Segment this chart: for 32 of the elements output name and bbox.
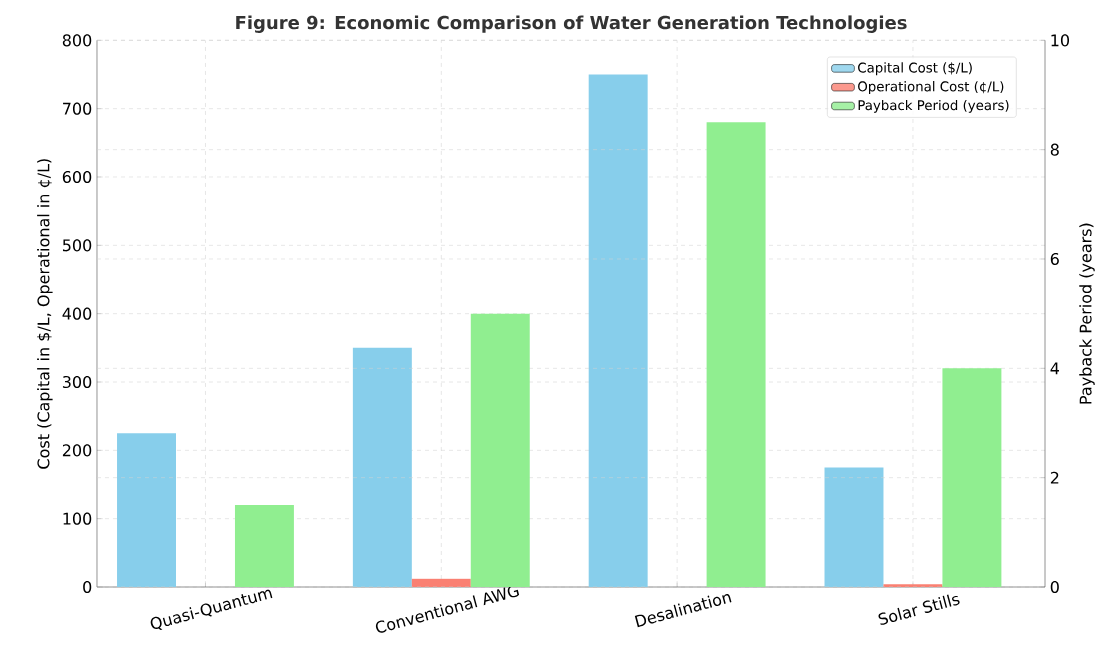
bar	[117, 433, 176, 587]
y-tick-label: 500	[62, 239, 92, 252]
bar	[706, 122, 766, 587]
y-tick-label: 400	[62, 307, 92, 320]
bar	[470, 313, 530, 587]
legend-label: Operational Cost (¢/L)	[858, 81, 1004, 95]
bar	[824, 467, 884, 587]
y-tick-label: 100	[63, 512, 92, 525]
y2-tick-label: 10	[1051, 34, 1070, 47]
bar	[883, 584, 943, 587]
x-tick-label: Solar Stills	[878, 594, 960, 625]
y-tick-label: 600	[62, 170, 92, 184]
y2-tick-label: 2	[1050, 471, 1059, 484]
bar	[234, 505, 294, 587]
y2-tick-label: 0	[1050, 580, 1059, 594]
y2-tick-label: 4	[1050, 362, 1060, 375]
y2-tick-label: 6	[1050, 252, 1059, 266]
y-tick-label: 700	[63, 102, 92, 115]
y-tick-label: 300	[62, 375, 92, 389]
y-tick-label: 800	[62, 34, 92, 47]
y2-tick-label: 8	[1050, 143, 1059, 156]
bar	[588, 74, 648, 587]
legend-label: Capital Cost ($/L)	[858, 62, 972, 76]
y-tick-label: 200	[62, 444, 92, 457]
legend-label: Payback Period (years)	[858, 99, 1009, 113]
chart-title: Figure 9: Economic Comparison of Water Generation Technologies	[236, 15, 907, 33]
bar	[411, 578, 471, 587]
y-axis-title: Cost (Capital in $/L, Operational in ¢/L)	[37, 159, 53, 469]
bar	[942, 368, 1002, 587]
y2-axis-title: Payback Period (years)	[1079, 223, 1095, 404]
bar	[352, 347, 412, 587]
y-tick-label: 0	[83, 580, 92, 594]
